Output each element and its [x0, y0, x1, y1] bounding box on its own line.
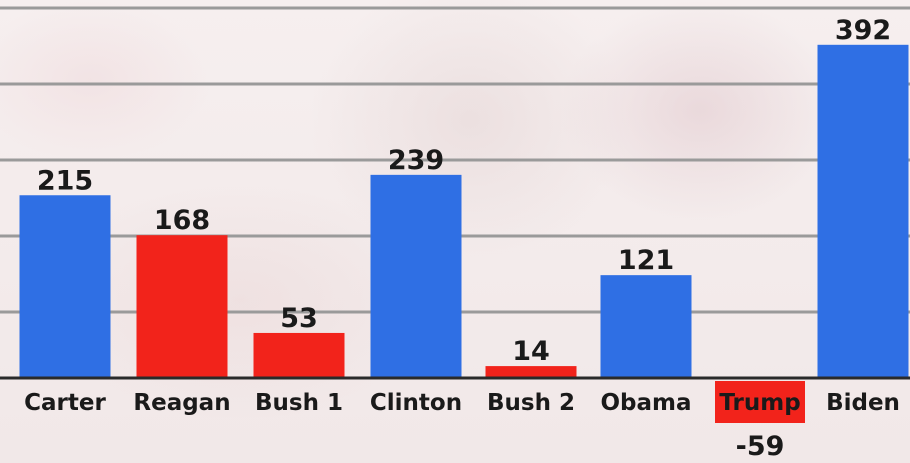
category-label-clinton: Clinton	[370, 390, 462, 416]
value-label-carter: 215	[37, 165, 93, 196]
bar-obama	[600, 275, 692, 378]
category-label-bush-1: Bush 1	[255, 390, 343, 416]
value-label-bush-2: 14	[512, 336, 550, 367]
bar-clinton	[370, 174, 462, 378]
category-label-reagan: Reagan	[133, 390, 230, 416]
category-label-bush-2: Bush 2	[487, 390, 575, 416]
bar-bush-1	[253, 332, 345, 378]
category-label-obama: Obama	[600, 390, 691, 416]
category-label-carter: Carter	[24, 390, 106, 416]
category-highlight-trump	[715, 381, 805, 423]
value-label-bush-1: 53	[280, 303, 318, 334]
value-label-biden: 392	[835, 15, 891, 46]
bar-reagan	[136, 235, 228, 378]
bar-carter	[19, 195, 111, 378]
value-label-trump: -59	[736, 431, 785, 462]
value-label-reagan: 168	[154, 205, 210, 236]
category-label-trump: Trump	[719, 390, 800, 416]
category-label-biden: Biden	[826, 390, 900, 416]
bar-bush-2	[485, 366, 577, 378]
value-label-obama: 121	[618, 245, 674, 276]
value-label-clinton: 239	[388, 145, 444, 176]
bar-biden	[817, 44, 909, 379]
